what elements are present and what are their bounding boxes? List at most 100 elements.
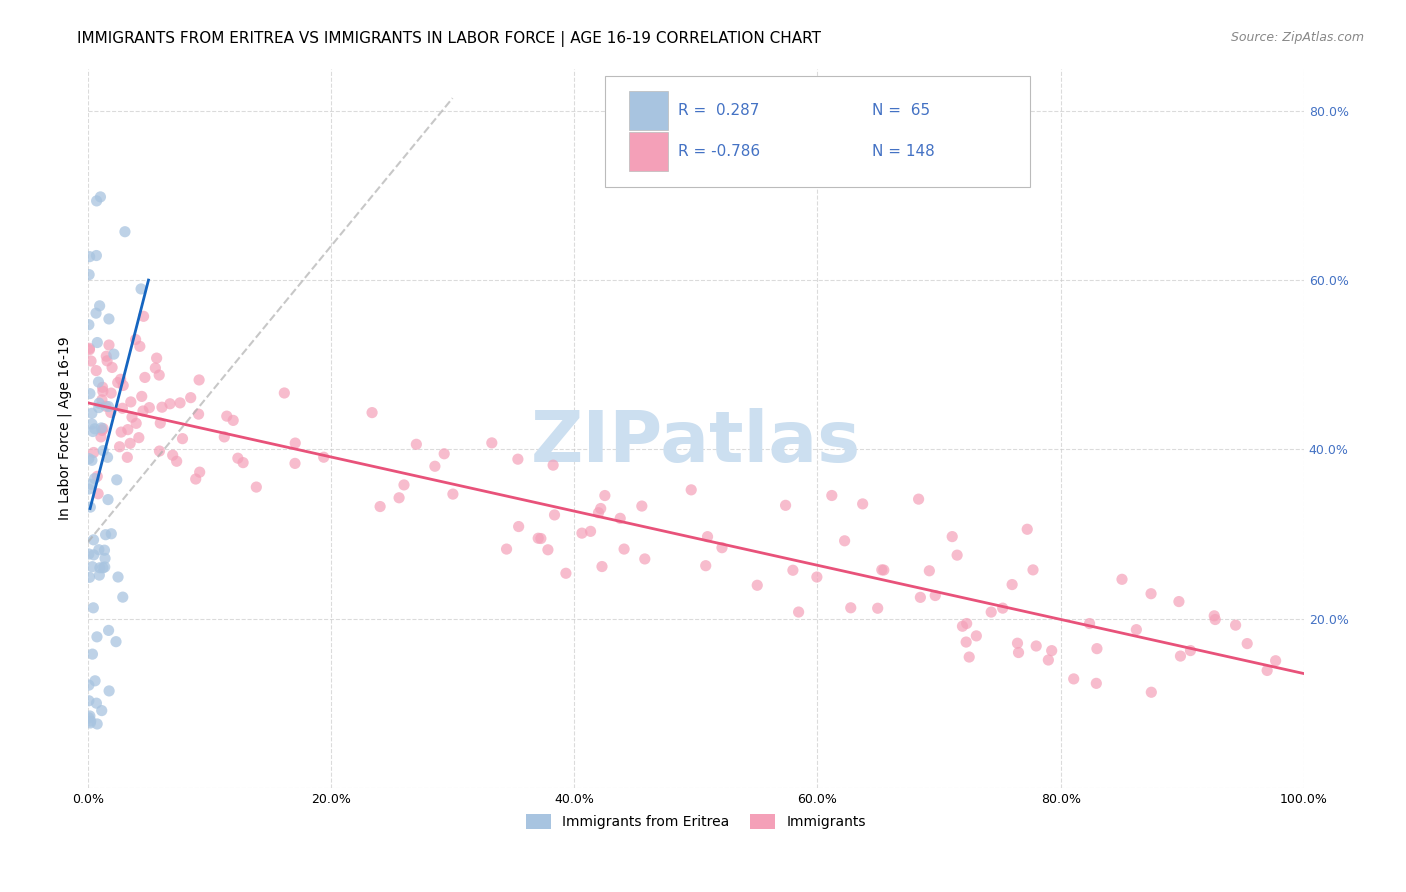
Point <box>1236 636 1258 650</box>
Point <box>184 472 207 486</box>
Point <box>188 373 211 387</box>
Text: N =  65: N = 65 <box>872 103 931 118</box>
Point <box>125 417 148 431</box>
Point <box>86 248 108 262</box>
Point <box>215 409 238 424</box>
Point <box>634 552 657 566</box>
Point <box>82 647 104 661</box>
Text: R = -0.786: R = -0.786 <box>678 144 759 159</box>
Point <box>870 563 893 577</box>
Point <box>90 430 112 444</box>
Point <box>172 432 194 446</box>
Point <box>79 250 101 264</box>
Point <box>97 624 120 638</box>
Point <box>537 542 560 557</box>
Point <box>87 542 110 557</box>
Point <box>80 453 103 467</box>
Point <box>508 519 530 533</box>
Point <box>630 499 652 513</box>
Point <box>100 405 122 419</box>
Point <box>80 406 103 420</box>
Point <box>571 526 593 541</box>
Point <box>107 570 129 584</box>
Point <box>530 532 553 546</box>
Text: Source: ZipAtlas.com: Source: ZipAtlas.com <box>1230 31 1364 45</box>
Text: R =  0.287: R = 0.287 <box>678 103 759 118</box>
Point <box>907 492 929 507</box>
Point <box>787 605 810 619</box>
Point <box>980 605 1002 619</box>
Point <box>79 343 101 357</box>
Point <box>495 542 517 557</box>
Point <box>77 711 100 725</box>
Point <box>120 395 142 409</box>
Text: ZIPatlas: ZIPatlas <box>530 408 860 477</box>
Point <box>100 386 122 401</box>
Point <box>91 561 114 575</box>
Point <box>527 531 550 545</box>
Point <box>1078 616 1101 631</box>
FancyBboxPatch shape <box>605 76 1031 187</box>
Point <box>82 559 104 574</box>
Point <box>86 630 108 644</box>
Point <box>955 635 977 649</box>
Point <box>609 511 631 525</box>
Point <box>87 487 110 501</box>
Point <box>991 601 1014 615</box>
Point <box>593 489 616 503</box>
Point <box>98 338 121 352</box>
Point <box>120 436 142 450</box>
Point <box>110 372 132 386</box>
Point <box>128 431 150 445</box>
Point <box>696 530 718 544</box>
Point <box>98 684 121 698</box>
Point <box>79 500 101 515</box>
Point <box>103 347 125 361</box>
Point <box>77 678 100 692</box>
Point <box>405 437 427 451</box>
Point <box>1022 563 1045 577</box>
Point <box>94 527 117 541</box>
Point <box>91 443 114 458</box>
Point <box>117 423 139 437</box>
Point <box>1140 587 1163 601</box>
Point <box>111 401 134 416</box>
Point <box>94 399 117 413</box>
Point <box>1085 676 1108 690</box>
Point <box>839 600 862 615</box>
Point <box>94 551 117 566</box>
Point <box>782 563 804 577</box>
Point <box>873 563 896 577</box>
Point <box>97 492 120 507</box>
Point <box>105 473 128 487</box>
Point <box>166 454 188 468</box>
Point <box>111 590 134 604</box>
Point <box>134 370 156 384</box>
Point <box>588 506 610 520</box>
Point <box>93 543 115 558</box>
Point <box>77 451 100 466</box>
Point <box>149 416 172 430</box>
Point <box>89 568 111 582</box>
Point <box>84 306 107 320</box>
Point <box>222 413 245 427</box>
Legend: Immigrants from Eritrea, Immigrants: Immigrants from Eritrea, Immigrants <box>520 809 872 835</box>
Point <box>1167 594 1189 608</box>
Point <box>83 422 105 436</box>
Point <box>273 386 295 401</box>
Point <box>82 600 104 615</box>
Point <box>83 445 105 459</box>
Point <box>101 360 124 375</box>
Point <box>150 401 173 415</box>
Point <box>86 335 108 350</box>
Point <box>423 459 446 474</box>
Point <box>114 225 136 239</box>
Point <box>89 299 111 313</box>
Point <box>96 349 118 363</box>
Point <box>1264 654 1286 668</box>
Point <box>169 396 191 410</box>
Point <box>775 499 797 513</box>
Point <box>148 368 170 382</box>
Point <box>91 421 114 435</box>
Point <box>97 312 120 326</box>
